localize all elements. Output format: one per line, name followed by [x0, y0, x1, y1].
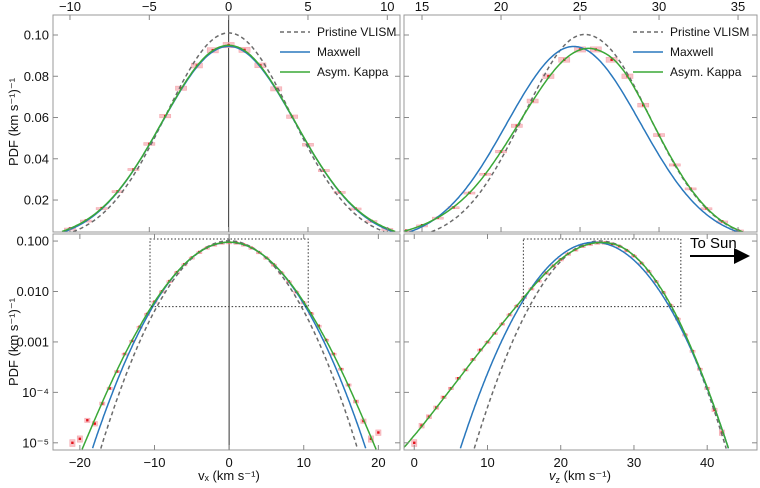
x-label-part: (km s⁻¹) — [560, 468, 611, 483]
zoom-region-box — [149, 238, 309, 308]
panel-frame — [403, 233, 758, 451]
panel-top-left: −10 −5 0 5 10 0.02 0.04 0.06 0.08 0.10 Pristine VL… — [24, 0, 401, 233]
panel-frame — [52, 14, 401, 233]
legend-label-pristine: Pristine VLISM — [317, 25, 396, 39]
x-tick-label: 0 — [225, 455, 232, 470]
y-tick-label: 10⁻⁴ — [22, 385, 49, 400]
y-axis-label-top: PDF (km s⁻¹)⁻¹ — [6, 77, 21, 166]
x-tick-label: 20 — [494, 0, 508, 14]
hist-point — [547, 75, 550, 78]
hist-point — [413, 441, 416, 445]
hist-point — [610, 58, 613, 61]
x-tick-label: −10 — [59, 0, 81, 14]
y-tick-label: 0.08 — [24, 69, 49, 84]
x-tick-label: 35 — [731, 0, 745, 14]
maxwell-curve — [409, 45, 739, 232]
legend-label-maxwell: Maxwell — [317, 45, 360, 59]
y-tick-label: 10⁻⁵ — [22, 435, 49, 450]
x-tick-label: 30 — [652, 0, 666, 14]
to-sun-annotation: To Sun — [690, 235, 737, 252]
pristine-curve — [473, 240, 727, 449]
y-tick-label: 0.010 — [16, 284, 49, 299]
x-axis-label-vx: vₓ (km s⁻¹) — [198, 468, 260, 483]
maxwell-curve — [459, 241, 730, 449]
x-tick-label: 20 — [553, 455, 567, 470]
x-tick-label: 40 — [700, 455, 714, 470]
plot-area — [404, 238, 730, 449]
legend-label-pristine: Pristine VLISM — [670, 25, 749, 39]
x-tick-label: 10 — [297, 455, 311, 470]
x-tick-label: −20 — [69, 455, 91, 470]
x-tick-label: −5 — [142, 0, 157, 14]
x-tick-label: 30 — [627, 455, 641, 470]
kappa-curve — [81, 241, 377, 450]
pristine-curve — [72, 32, 385, 232]
x-tick-label: 0 — [225, 0, 232, 14]
x-tick-label: 5 — [304, 0, 311, 14]
x-label-part: v — [549, 468, 557, 483]
panel-top-right: 15 20 25 30 35 Pristine VLISM Maxwell Asym. Kap… — [403, 0, 758, 233]
hist-point — [478, 348, 482, 351]
legend-label-kappa: Asym. Kappa — [670, 65, 742, 79]
plot-area — [61, 15, 396, 232]
x-label-part: z — [556, 475, 561, 485]
pristine-curve — [100, 240, 359, 449]
hist-point — [78, 437, 82, 441]
x-tick-label: 20 — [371, 455, 385, 470]
kappa-curve — [404, 47, 744, 232]
x-tick-label: 15 — [415, 0, 429, 14]
y-tick-label: 0.02 — [24, 193, 49, 208]
x-tick-label: −10 — [143, 455, 165, 470]
x-tick-label: 25 — [573, 0, 587, 14]
hist-point — [377, 431, 380, 434]
y-tick-label: 0.10 — [24, 28, 49, 43]
y-tick-label: 0.06 — [24, 110, 49, 125]
hist-point — [86, 419, 89, 422]
legend-label-kappa: Asym. Kappa — [317, 65, 389, 79]
plot-area — [404, 33, 744, 232]
x-tick-label: 0 — [411, 455, 418, 470]
x-tick-label: 10 — [380, 0, 394, 14]
hist-point — [93, 422, 96, 425]
y-tick-label: 0.04 — [24, 151, 49, 166]
x-axis-label-vz: vz (km s⁻¹) — [549, 468, 611, 485]
kappa-curve — [61, 44, 396, 232]
x-tick-label: 10 — [480, 455, 494, 470]
y-axis-label-bottom: PDF (km s⁻¹)⁻¹ — [6, 297, 21, 386]
legend-label-maxwell: Maxwell — [670, 45, 713, 59]
plot-area — [69, 234, 382, 450]
panel-bottom-right: 0 10 20 30 40 — [403, 233, 758, 470]
y-tick-label: 0.100 — [16, 234, 49, 249]
hist-point — [108, 387, 111, 390]
kappa-curve — [404, 241, 730, 449]
hist-point — [71, 441, 74, 445]
y-tick-label: 0.001 — [16, 334, 49, 349]
panel-bottom-left: −20 −10 0 10 20 0.100 0.010 0.001 10⁻⁴ 10⁻⁵ — [16, 233, 401, 470]
